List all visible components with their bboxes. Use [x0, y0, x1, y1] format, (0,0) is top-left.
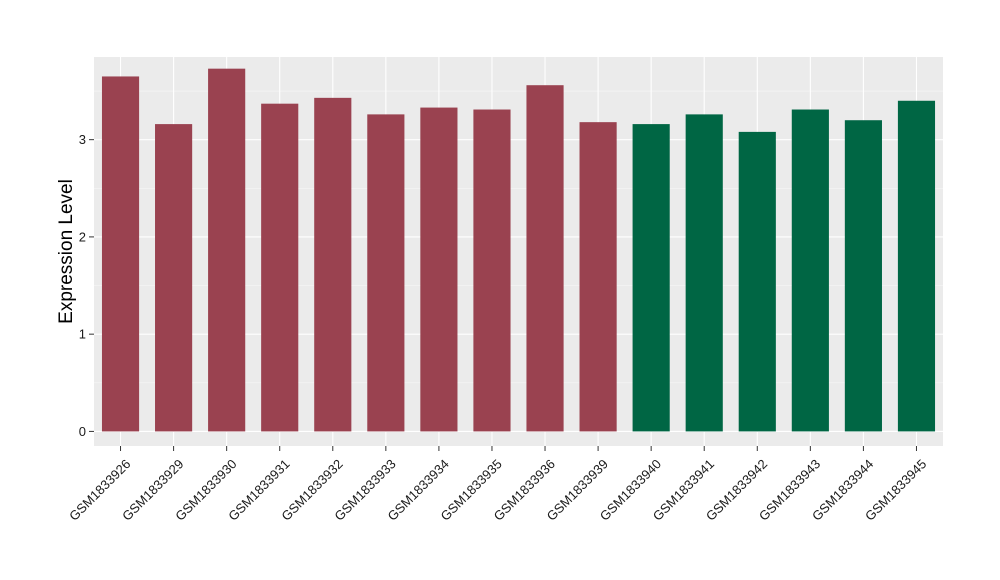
bar-GSM1833940 [632, 124, 670, 432]
y-tick-label: 2 [79, 229, 86, 244]
bar-GSM1833931 [261, 103, 299, 432]
bar-GSM1833936 [526, 85, 564, 432]
y-tick-label: 3 [79, 132, 86, 147]
y-axis: 0 1 2 3 [79, 132, 94, 439]
bar-GSM1833945 [897, 100, 936, 432]
bar-GSM1833932 [314, 97, 352, 432]
bars [101, 68, 936, 432]
bar-GSM1833942 [738, 131, 776, 432]
bar-GSM1833939 [579, 122, 617, 432]
y-tick-label: 0 [79, 424, 86, 439]
y-axis-title: Expression Level [56, 179, 77, 324]
bar-GSM1833943 [791, 109, 829, 432]
y-tick-label: 1 [79, 327, 86, 342]
bar-GSM1833929 [155, 124, 193, 432]
bar-GSM1833926 [101, 76, 140, 432]
bar-GSM1833934 [420, 107, 458, 432]
x-axis: GSM1833926GSM1833929GSM1833930GSM1833931… [66, 446, 929, 524]
bar-GSM1833941 [685, 114, 723, 432]
bar-GSM1833935 [473, 109, 511, 432]
bar-GSM1833930 [208, 68, 246, 432]
bar-GSM1833944 [844, 120, 882, 432]
bar-GSM1833933 [367, 114, 405, 432]
